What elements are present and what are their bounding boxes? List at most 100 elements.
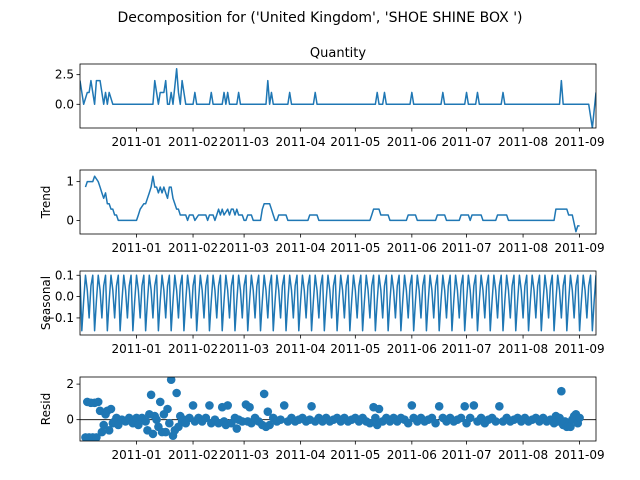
seasonal-xtick-label: 2011-09 [555, 342, 605, 356]
trend-xtick-label: 2011-08 [498, 241, 548, 255]
resid-point [223, 401, 232, 410]
resid-ytick-label: 2 [66, 377, 74, 391]
seasonal-xtick-label: 2011-07 [441, 342, 491, 356]
resid-point [465, 413, 475, 423]
resid-point [265, 420, 274, 430]
resid-series [80, 377, 596, 441]
trend-xtick-label: 2011-04 [276, 241, 326, 255]
trend-xtick-label: 2011-05 [330, 241, 380, 255]
resid-point [469, 401, 479, 410]
resid-point [491, 417, 501, 426]
quantity-series [80, 67, 596, 128]
resid-point [152, 415, 161, 424]
resid-ytick-label: 0 [66, 413, 74, 427]
resid-point [407, 401, 417, 410]
resid-point [460, 402, 470, 411]
seasonal-xtick-label: 2011-08 [498, 342, 548, 356]
seasonal-xtick-label: 2011-05 [330, 342, 380, 356]
trend-ytick-label: 1 [66, 175, 74, 189]
resid-xtick-label: 2011-02 [168, 448, 218, 462]
quantity-xtick-label: 2011-07 [441, 135, 491, 149]
resid-point [134, 420, 143, 430]
resid-axes-frame [79, 376, 597, 442]
resid-point [495, 402, 504, 411]
resid-point [575, 413, 584, 423]
resid-point [92, 433, 101, 441]
resid-xtick-label: 2011-09 [555, 448, 605, 462]
seasonal-line [80, 274, 596, 332]
resid-point [201, 413, 211, 423]
resid-xtick-label: 2011-04 [276, 448, 326, 462]
quantity-xtick-label: 2011-01 [111, 135, 161, 149]
trend-ytick-label: 0 [66, 213, 74, 227]
resid-point [259, 389, 269, 399]
trend-xtick-label: 2011-07 [441, 241, 491, 255]
seasonal-series [80, 274, 596, 332]
resid-point [431, 418, 440, 428]
resid-xtick-label: 2011-06 [387, 448, 437, 462]
trend-xtick-label: 2011-06 [387, 241, 437, 255]
quantity-xtick-label: 2011-06 [387, 135, 437, 149]
resid-point [188, 401, 198, 410]
resid-point [307, 402, 316, 411]
seasonal-xtick-label: 2011-06 [387, 342, 437, 356]
trend-axes-frame [79, 169, 597, 235]
resid-point [165, 418, 174, 428]
resid-point [93, 397, 103, 407]
quantity-xtick-label: 2011-04 [276, 135, 326, 149]
resid-point [456, 413, 466, 423]
resid-point [97, 427, 107, 437]
seasonal-ytick-label: 0.0 [55, 290, 74, 304]
resid-ylabel: Resid [39, 393, 53, 425]
trend-xtick-label: 2011-03 [219, 241, 269, 255]
resid-point [141, 417, 150, 426]
resid-point [263, 407, 273, 416]
quantity-xtick-label: 2011-03 [219, 135, 269, 149]
resid-point [374, 404, 384, 414]
quantity-panel: 0.0 2.5 2011-01 2011-02 2011-03 2011-04 2011-0… [55, 46, 605, 149]
resid-point [172, 388, 181, 398]
figure-suptitle: Decomposition for ('United Kingdom', 'SH… [117, 10, 522, 26]
resid-point [232, 424, 242, 433]
resid-point [104, 426, 114, 435]
resid-point [205, 401, 214, 410]
trend-ylabel: Trend [39, 186, 53, 220]
resid-xtick-label: 2011-08 [498, 448, 548, 462]
resid-point [155, 397, 165, 407]
seasonal-ytick-label: −0.1 [45, 311, 74, 325]
seasonal-panel: −0.1 0.0 0.1 2011-01 2011-02 2011-03 2011-04 20… [39, 268, 605, 356]
resid-point [166, 377, 176, 384]
trend-xtick-label: 2011-01 [111, 241, 161, 255]
quantity-xtick-label: 2011-09 [555, 135, 605, 149]
resid-point [276, 415, 285, 424]
seasonal-xtick-label: 2011-04 [276, 342, 326, 356]
resid-point [148, 429, 158, 439]
resid-point [146, 390, 156, 400]
resid-point [245, 402, 254, 412]
trend-line [84, 175, 580, 233]
resid-point [557, 386, 566, 396]
quantity-xtick-label: 2011-08 [498, 135, 548, 149]
resid-point [106, 404, 116, 414]
resid-xtick-label: 2011-03 [219, 448, 269, 462]
seasonal-axes-frame [79, 270, 597, 336]
quantity-ytick-label: 2.5 [55, 68, 74, 82]
seasonal-ylabel: Seasonal [39, 276, 53, 330]
trend-xtick-label: 2011-09 [555, 241, 605, 255]
resid-point [161, 427, 170, 437]
resid-point [365, 418, 375, 428]
trend-xtick-label: 2011-02 [168, 241, 218, 255]
resid-point [566, 422, 575, 432]
seasonal-ytick-label: 0.1 [55, 268, 74, 282]
resid-xtick-label: 2011-05 [330, 448, 380, 462]
quantity-xtick-label: 2011-02 [168, 135, 218, 149]
resid-point [434, 402, 444, 411]
resid-xtick-label: 2011-07 [441, 448, 491, 462]
resid-point [403, 418, 413, 428]
quantity-title: Quantity [310, 46, 366, 61]
trend-series [84, 175, 580, 233]
quantity-xtick-label: 2011-05 [330, 135, 380, 149]
quantity-axes-frame [79, 63, 597, 129]
